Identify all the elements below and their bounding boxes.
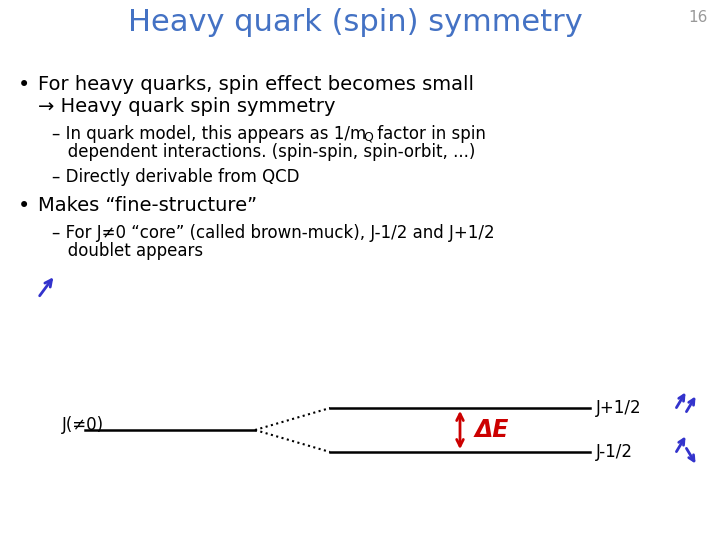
Text: – In quark model, this appears as 1/m: – In quark model, this appears as 1/m	[52, 125, 366, 143]
Text: factor in spin: factor in spin	[372, 125, 486, 143]
Text: 16: 16	[688, 10, 708, 25]
Text: •: •	[18, 196, 30, 216]
Text: Q: Q	[363, 130, 373, 143]
Text: ΔE: ΔE	[475, 418, 509, 442]
Text: J-1/2: J-1/2	[596, 443, 633, 461]
Text: → Heavy quark spin symmetry: → Heavy quark spin symmetry	[38, 97, 336, 116]
Text: Makes “fine-structure”: Makes “fine-structure”	[38, 196, 257, 215]
Text: Heavy quark (spin) symmetry: Heavy quark (spin) symmetry	[127, 8, 582, 37]
Text: J(≠0): J(≠0)	[62, 416, 104, 434]
Text: – Directly derivable from QCD: – Directly derivable from QCD	[52, 168, 300, 186]
Text: dependent interactions. (spin-spin, spin-orbit, ...): dependent interactions. (spin-spin, spin…	[52, 143, 475, 161]
Text: – For J≠0 “core” (called brown-muck), J-1/2 and J+1/2: – For J≠0 “core” (called brown-muck), J-…	[52, 224, 495, 242]
Text: For heavy quarks, spin effect becomes small: For heavy quarks, spin effect becomes sm…	[38, 75, 474, 94]
Text: J+1/2: J+1/2	[596, 399, 642, 417]
Text: doublet appears: doublet appears	[52, 242, 203, 260]
Text: •: •	[18, 75, 30, 95]
